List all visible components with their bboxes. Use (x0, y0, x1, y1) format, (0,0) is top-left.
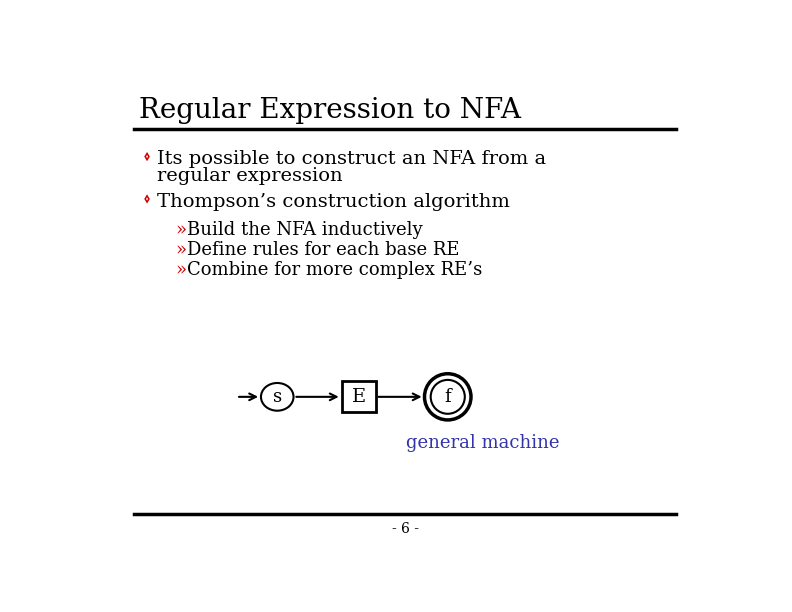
Text: Thompson’s construction algorithm: Thompson’s construction algorithm (157, 193, 510, 211)
Text: »: » (175, 241, 186, 259)
Bar (341, 381, 375, 412)
Text: s: s (272, 388, 282, 406)
Polygon shape (146, 197, 148, 201)
Text: E: E (352, 388, 366, 406)
Polygon shape (144, 152, 150, 161)
Text: Define rules for each base RE: Define rules for each base RE (188, 241, 460, 259)
Text: Regular Expression to NFA: Regular Expression to NFA (139, 97, 521, 124)
Text: Combine for more complex RE’s: Combine for more complex RE’s (188, 261, 482, 279)
Text: Its possible to construct an NFA from a: Its possible to construct an NFA from a (157, 151, 546, 168)
Text: regular expression: regular expression (157, 167, 343, 185)
Text: »: » (175, 261, 186, 279)
Polygon shape (146, 155, 148, 159)
Polygon shape (144, 195, 150, 204)
Text: Build the NFA inductively: Build the NFA inductively (188, 222, 423, 239)
Text: f: f (444, 388, 451, 406)
Text: »: » (175, 222, 186, 239)
Text: general machine: general machine (406, 434, 559, 452)
Text: - 6 -: - 6 - (392, 521, 420, 536)
